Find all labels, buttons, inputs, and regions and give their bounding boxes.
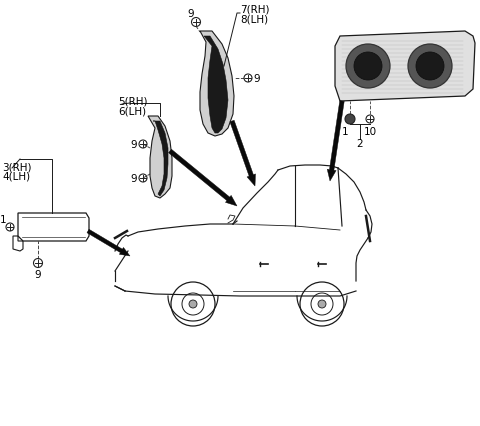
Text: 3(RH): 3(RH) <box>2 161 32 172</box>
Text: 1: 1 <box>0 215 6 225</box>
Text: 6(LH): 6(LH) <box>118 106 146 116</box>
Text: 5(RH): 5(RH) <box>118 96 147 106</box>
Polygon shape <box>204 37 228 134</box>
Circle shape <box>345 115 355 125</box>
Text: 9: 9 <box>188 9 194 19</box>
Text: 9: 9 <box>131 173 137 184</box>
Circle shape <box>189 300 197 308</box>
Text: 9: 9 <box>131 140 137 150</box>
Text: 10: 10 <box>363 127 377 137</box>
Polygon shape <box>168 150 237 207</box>
Text: 4(LH): 4(LH) <box>2 172 30 181</box>
Circle shape <box>408 45 452 89</box>
Polygon shape <box>148 117 172 199</box>
Circle shape <box>416 53 444 81</box>
Text: 9: 9 <box>253 74 260 84</box>
Text: 2: 2 <box>357 139 363 149</box>
Text: 8(LH): 8(LH) <box>240 15 268 25</box>
Circle shape <box>354 53 382 81</box>
Polygon shape <box>200 32 234 137</box>
Polygon shape <box>230 121 255 187</box>
Text: 9: 9 <box>35 269 41 279</box>
Circle shape <box>346 45 390 89</box>
Polygon shape <box>87 230 130 256</box>
Circle shape <box>318 300 326 308</box>
Text: 1: 1 <box>342 127 348 137</box>
Text: 7(RH): 7(RH) <box>240 4 269 14</box>
Polygon shape <box>327 101 344 181</box>
Polygon shape <box>335 32 475 102</box>
Polygon shape <box>153 122 168 196</box>
